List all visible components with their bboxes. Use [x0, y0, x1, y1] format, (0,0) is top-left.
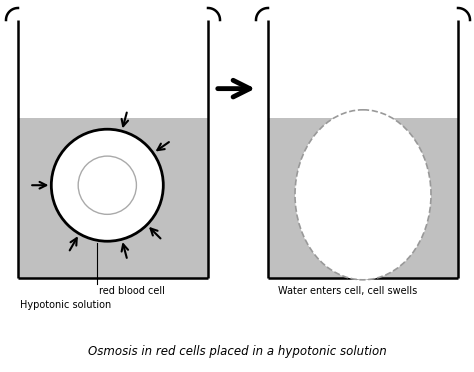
- Bar: [18, 118, 208, 278]
- Ellipse shape: [51, 129, 164, 241]
- Text: Water enters cell, cell swells: Water enters cell, cell swells: [278, 286, 417, 296]
- Text: red blood cell: red blood cell: [99, 286, 165, 296]
- Bar: [268, 118, 458, 278]
- Text: Osmosis in red cells placed in a hypotonic solution: Osmosis in red cells placed in a hypoton…: [88, 345, 386, 358]
- Text: Hypotonic solution: Hypotonic solution: [20, 300, 111, 310]
- Ellipse shape: [295, 110, 431, 280]
- Ellipse shape: [78, 156, 137, 214]
